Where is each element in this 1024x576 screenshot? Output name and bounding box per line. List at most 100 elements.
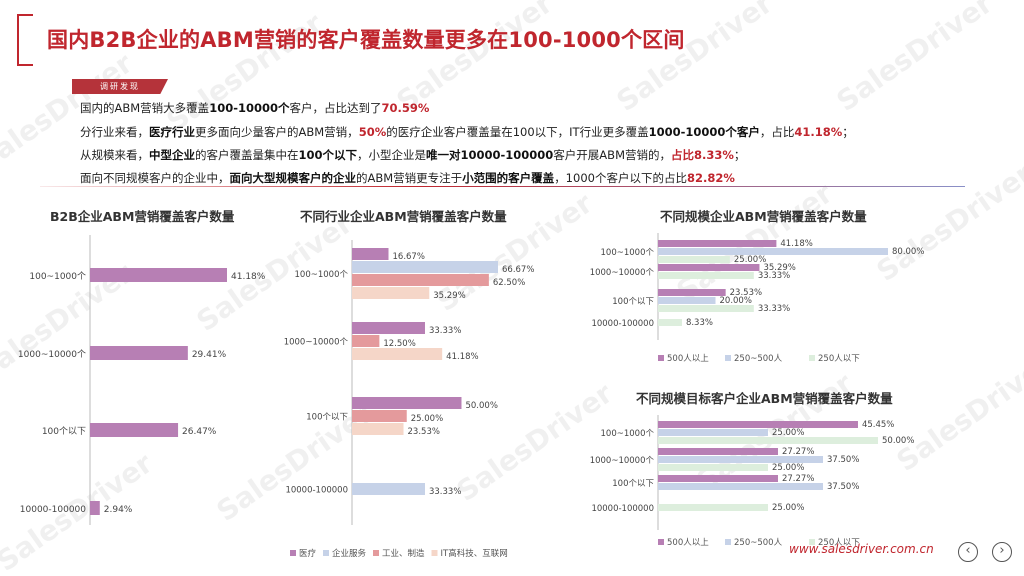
bar	[658, 319, 682, 326]
data-label: 25.00%	[411, 414, 443, 424]
legend-label: IT高科技、互联网	[441, 548, 508, 559]
legend-swatch	[373, 550, 379, 556]
finding-highlight: 占比8.33%	[671, 148, 734, 162]
finding-line-4: 面向不同规模客户的企业中，面向大型规模客户的企业的ABM营销更专注于小范围的客户…	[80, 170, 735, 186]
legend-label: 250~500人	[734, 354, 783, 364]
legend-label: 企业服务	[332, 548, 367, 559]
legend-swatch	[725, 355, 731, 361]
bar	[658, 448, 778, 455]
data-label: 37.50%	[827, 455, 859, 465]
category-label: 1000~10000个	[590, 456, 655, 466]
legend-swatch	[809, 539, 815, 545]
bar	[658, 483, 823, 490]
data-label: 41.18%	[780, 239, 812, 249]
bar	[658, 264, 760, 271]
data-label: 23.53%	[730, 288, 762, 298]
bar	[658, 289, 726, 296]
bar	[352, 274, 489, 286]
category-label: 10000-100000	[591, 504, 654, 514]
finding-text: 的客户覆盖量集中在	[195, 148, 299, 162]
finding-emphasis: 中型企业	[149, 148, 195, 162]
bar	[90, 346, 188, 360]
data-label: 50.00%	[465, 401, 497, 411]
bar	[352, 410, 407, 422]
finding-emphasis: 1000-10000个客户	[648, 125, 760, 139]
finding-text: 国内的ABM营销大多覆盖	[80, 101, 210, 115]
finding-text: ，小型企业是	[357, 148, 427, 162]
data-label: 8.33%	[686, 318, 713, 328]
bar	[658, 464, 768, 471]
prev-page-button[interactable]: ‹	[958, 542, 978, 562]
legend-swatch	[658, 539, 664, 545]
chart-overall-coverage: 100~1000个 41.18% 1000~10000个 29.41% 100个以下 26…	[18, 235, 266, 525]
page-title: 国内B2B企业的ABM营销的客户覆盖数量更多在100-1000个区间	[47, 28, 685, 52]
data-label: 45.45%	[862, 420, 894, 430]
bar	[658, 248, 888, 255]
data-label: 66.67%	[502, 265, 534, 275]
finding-text: 的ABM营销更专注于	[356, 171, 463, 185]
legend-label: 250人以下	[818, 538, 860, 548]
finding-text: 从规模来看，	[80, 148, 149, 162]
bar	[658, 421, 858, 428]
category-label: 1000~10000个	[18, 349, 86, 360]
data-label: 35.29%	[763, 263, 795, 273]
chart-by-industry: 100~1000个 16.67% 66.67% 62.50% 35.29% 1000~10…	[284, 240, 534, 559]
finding-emphasis: 小范围的客户覆盖	[462, 171, 555, 185]
data-label: 33.33%	[758, 271, 790, 281]
next-page-button[interactable]: ›	[992, 542, 1012, 562]
category-label: 100个以下	[612, 479, 654, 489]
data-label: 33.33%	[429, 326, 461, 336]
data-label: 25.00%	[772, 463, 804, 473]
category-label: 100~1000个	[601, 429, 655, 439]
legend-label: 500人以上	[667, 354, 709, 364]
data-label: 50.00%	[882, 436, 914, 446]
data-label: 80.00%	[892, 247, 924, 257]
data-label: 20.00%	[720, 296, 752, 306]
website-link[interactable]: www.salesdriver.com.cn	[789, 542, 934, 556]
category-label: 100个以下	[612, 297, 654, 307]
data-label: 41.18%	[446, 352, 478, 362]
bar	[352, 423, 404, 435]
data-label: 41.18%	[231, 272, 266, 282]
section-divider	[40, 186, 965, 187]
category-label: 100个以下	[306, 413, 348, 423]
bar	[352, 348, 443, 360]
finding-text: 更多面向少量客户的ABM营销，	[195, 125, 359, 139]
bar	[658, 305, 754, 312]
category-label: 100~1000个	[295, 270, 349, 280]
bar	[658, 437, 878, 444]
bar	[352, 248, 389, 260]
finding-line-2: 分行业来看，医疗行业更多面向少量客户的ABM营销，50%的医疗企业客户覆盖量在1…	[80, 124, 854, 140]
legend-swatch	[290, 550, 296, 556]
chart-by-target-size: 100~1000个 45.45% 25.00% 50.00% 1000~10000个 27…	[590, 415, 914, 548]
legend-label: 500人以上	[667, 538, 709, 548]
bar	[90, 501, 100, 515]
category-label: 100~1000个	[29, 271, 86, 282]
legend-label: 250人以下	[818, 354, 860, 364]
bar	[658, 256, 730, 263]
finding-highlight: 50%	[358, 125, 387, 139]
bar	[658, 240, 777, 247]
finding-emphasis: 100-10000个	[209, 101, 290, 115]
data-label: 33.33%	[429, 487, 461, 497]
legend-swatch	[323, 550, 329, 556]
bar	[90, 268, 227, 282]
data-label: 35.29%	[433, 291, 465, 301]
bar	[352, 261, 498, 273]
chart1-title: B2B企业ABM营销覆盖客户数量	[50, 209, 235, 224]
chart4-title: 不同规模目标客户企业ABM营销覆盖客户数量	[636, 391, 893, 406]
bar	[90, 423, 179, 437]
bar	[658, 297, 716, 304]
finding-text: ；	[842, 125, 854, 139]
legend-swatch	[809, 355, 815, 361]
data-label: 26.47%	[182, 427, 217, 437]
finding-highlight: 70.59%	[381, 101, 430, 115]
data-label: 12.50%	[383, 339, 415, 349]
data-label: 27.27%	[782, 447, 814, 457]
finding-text: ，1000个客户以下的占比	[554, 171, 687, 185]
data-label: 25.00%	[772, 503, 804, 513]
bar	[352, 483, 425, 495]
finding-line-3: 从规模来看，中型企业的客户覆盖量集中在100个以下，小型企业是唯一对10000-…	[80, 147, 745, 163]
data-label: 25.00%	[734, 255, 766, 265]
data-label: 62.50%	[493, 278, 525, 288]
